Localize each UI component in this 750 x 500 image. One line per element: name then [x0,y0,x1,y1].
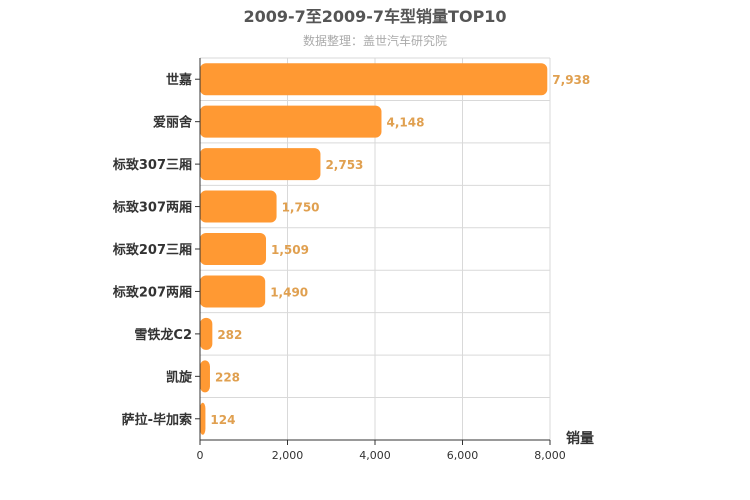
x-axis-title: 销量 [566,430,594,447]
x-tick-label: 0 [197,449,204,462]
bar [200,63,548,96]
category-label: 世嘉 [166,72,192,88]
category-label: 爱丽舍 [153,115,193,131]
bar [200,233,267,265]
category-label: 雪铁龙C2 [134,327,192,343]
bar [200,190,277,223]
value-label: 1,490 [270,285,308,299]
value-label: 4,148 [386,116,424,130]
bars: 7,938 4,148 2,753 1,750 1,509 1,490 282 228 124 [200,63,590,435]
value-label: 1,750 [282,201,320,215]
bar [200,402,206,435]
x-tick-label: 2,000 [272,449,304,462]
value-label: 228 [215,370,240,384]
x-tick-label: 4,000 [359,449,391,462]
category-label: 标致307三厢 [112,157,192,173]
value-label: 282 [217,328,242,342]
bar [200,275,266,308]
category-label: 标致207两厢 [112,284,192,300]
value-label: 2,753 [325,158,363,172]
value-label: 124 [210,413,235,427]
x-tick-label: 8,000 [534,449,566,462]
bar [200,148,321,181]
category-label: 凯旋 [166,369,193,385]
category-label: 标致307两厢 [112,200,192,216]
value-label: 7,938 [552,73,590,87]
category-label: 标致207三厢 [112,242,192,258]
axes: 0 2,000 4,000 6,000 8,000 世嘉爱丽舍标致307三厢标致307两厢… [112,58,566,462]
x-tick-label: 6,000 [447,449,479,462]
bar [200,317,213,350]
category-label: 萨拉-毕加索 [122,412,192,428]
bar [200,105,382,138]
chart-subtitle: 数据整理：盖世汽车研究院 [303,33,447,48]
chart-title: 2009-7至2009-7车型销量TOP10 [243,7,506,26]
bar [200,360,210,393]
value-label: 1,509 [271,243,309,257]
